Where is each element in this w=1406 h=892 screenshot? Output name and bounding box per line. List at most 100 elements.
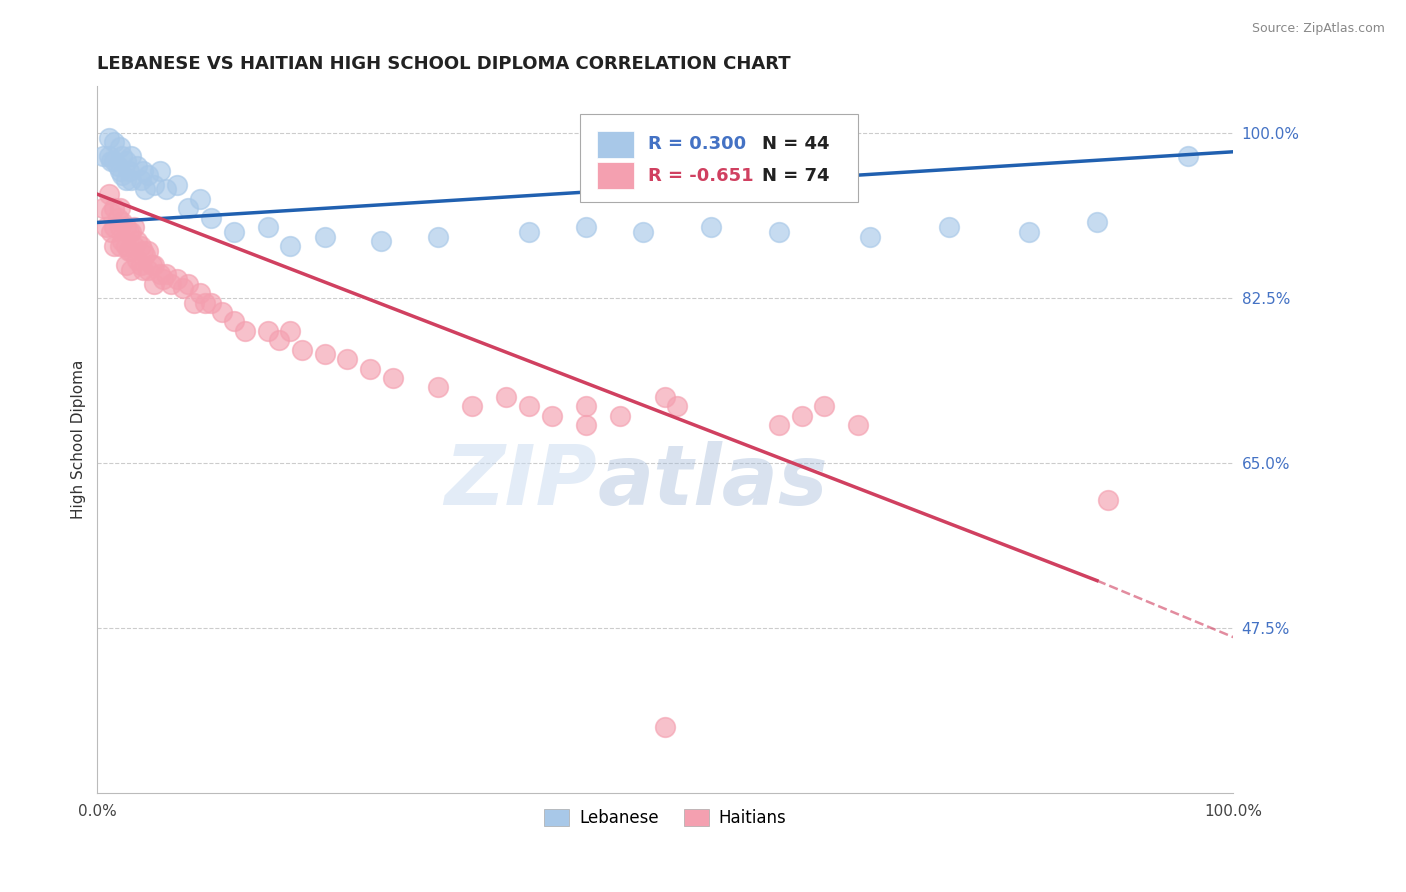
Point <box>336 352 359 367</box>
Point <box>114 239 136 253</box>
Point <box>233 324 256 338</box>
Point <box>108 220 131 235</box>
Text: N = 74: N = 74 <box>762 167 830 185</box>
Point <box>129 173 152 187</box>
Point <box>859 229 882 244</box>
Point <box>138 262 160 277</box>
Point <box>575 399 598 413</box>
Point <box>517 225 540 239</box>
Point <box>97 130 120 145</box>
Point <box>127 253 149 268</box>
Point <box>120 149 142 163</box>
Point <box>107 211 129 225</box>
Point <box>138 169 160 183</box>
Point <box>138 244 160 258</box>
Point <box>631 225 654 239</box>
Point <box>768 418 790 433</box>
Point <box>188 192 211 206</box>
Point <box>183 295 205 310</box>
Point <box>200 295 222 310</box>
Point <box>129 258 152 272</box>
Point <box>359 361 381 376</box>
Point <box>103 239 125 253</box>
Point <box>149 163 172 178</box>
Point <box>127 235 149 249</box>
Point <box>111 235 134 249</box>
Point <box>108 202 131 216</box>
Point <box>370 235 392 249</box>
FancyBboxPatch shape <box>581 114 859 202</box>
Point <box>314 229 336 244</box>
Point <box>120 244 142 258</box>
Point <box>91 149 114 163</box>
Point <box>134 248 156 262</box>
Point <box>222 225 245 239</box>
Point <box>143 277 166 291</box>
Point <box>149 268 172 282</box>
Point <box>813 399 835 413</box>
Point <box>188 286 211 301</box>
Point <box>108 239 131 253</box>
Point <box>495 390 517 404</box>
Text: ZIP: ZIP <box>444 442 598 522</box>
Point <box>517 399 540 413</box>
Point <box>100 154 122 169</box>
Point <box>194 295 217 310</box>
Legend: Lebanese, Haitians: Lebanese, Haitians <box>537 802 793 834</box>
Point <box>1085 215 1108 229</box>
Point <box>540 409 562 423</box>
FancyBboxPatch shape <box>598 131 634 158</box>
Point <box>122 239 145 253</box>
Y-axis label: High School Diploma: High School Diploma <box>72 359 86 519</box>
Point <box>111 215 134 229</box>
Point <box>155 182 177 196</box>
Point <box>103 154 125 169</box>
Point <box>280 239 302 253</box>
Point <box>1177 149 1199 163</box>
Point <box>211 305 233 319</box>
Point <box>700 220 723 235</box>
Text: Source: ZipAtlas.com: Source: ZipAtlas.com <box>1251 22 1385 36</box>
Point <box>654 720 676 734</box>
Point <box>938 220 960 235</box>
Point <box>129 239 152 253</box>
Point <box>107 159 129 173</box>
Point <box>269 333 291 347</box>
Point <box>127 159 149 173</box>
Text: R = -0.651: R = -0.651 <box>648 167 754 185</box>
Point <box>96 220 118 235</box>
Point <box>575 418 598 433</box>
Point <box>120 225 142 239</box>
Point <box>200 211 222 225</box>
Text: N = 44: N = 44 <box>762 136 830 153</box>
Point <box>134 182 156 196</box>
Point <box>114 258 136 272</box>
Point <box>768 225 790 239</box>
Point <box>111 149 134 163</box>
Point <box>91 202 114 216</box>
Point <box>166 178 188 192</box>
Point <box>291 343 314 357</box>
Point <box>114 173 136 187</box>
Point <box>120 173 142 187</box>
Point <box>427 229 450 244</box>
Point <box>172 281 194 295</box>
Point <box>609 409 631 423</box>
Point <box>665 399 688 413</box>
Point <box>108 163 131 178</box>
Point <box>177 277 200 291</box>
Text: LEBANESE VS HAITIAN HIGH SCHOOL DIPLOMA CORRELATION CHART: LEBANESE VS HAITIAN HIGH SCHOOL DIPLOMA … <box>97 55 792 73</box>
Point <box>132 244 155 258</box>
Point <box>152 272 174 286</box>
Point <box>120 262 142 277</box>
Point <box>114 154 136 169</box>
Point <box>575 220 598 235</box>
Text: R = 0.300: R = 0.300 <box>648 136 747 153</box>
Point <box>103 136 125 150</box>
Point <box>143 258 166 272</box>
Point <box>256 220 278 235</box>
Point <box>108 140 131 154</box>
Point <box>461 399 484 413</box>
Point <box>103 220 125 235</box>
Point <box>103 202 125 216</box>
